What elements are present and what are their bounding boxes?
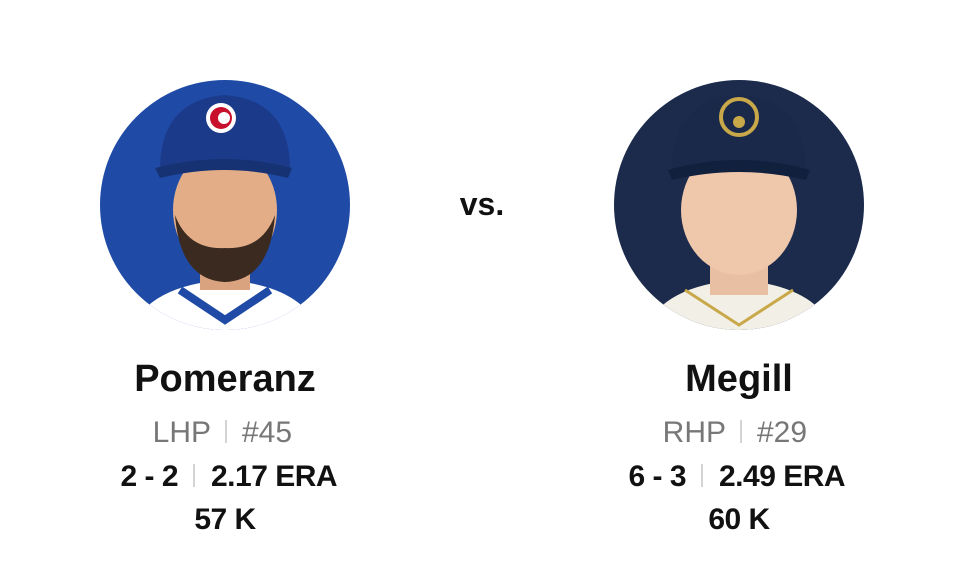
- player-era: 2.49 ERA: [719, 460, 845, 493]
- cap-logo-inner: [218, 112, 230, 124]
- player-position: LHP: [153, 416, 211, 449]
- player-name: Pomeranz: [134, 358, 316, 400]
- player-record: 6 - 3: [628, 460, 686, 493]
- cap-brim: [155, 159, 292, 178]
- cap: [160, 95, 290, 170]
- player-number: #29: [757, 416, 807, 449]
- player-record: 2 - 2: [120, 460, 178, 493]
- necklace: [684, 288, 794, 327]
- beard: [175, 215, 275, 282]
- face: [173, 148, 277, 272]
- cap-logo: [719, 97, 759, 137]
- face: [681, 145, 797, 275]
- player-photo: [100, 80, 350, 330]
- player-photo: [614, 80, 864, 330]
- vs-label: vs.: [460, 186, 504, 222]
- jersey: [130, 280, 320, 330]
- cap-brim: [668, 160, 810, 180]
- jersey-collar: [177, 286, 273, 325]
- player-strikeouts: 57 K: [194, 503, 256, 536]
- cap-logo-ball: [733, 116, 745, 128]
- player-name: Megill: [685, 358, 793, 400]
- player-position: RHP: [663, 416, 726, 449]
- player-strikeouts: 60 K: [708, 503, 770, 536]
- player-number: #45: [242, 416, 292, 449]
- player-era: 2.17 ERA: [211, 460, 337, 493]
